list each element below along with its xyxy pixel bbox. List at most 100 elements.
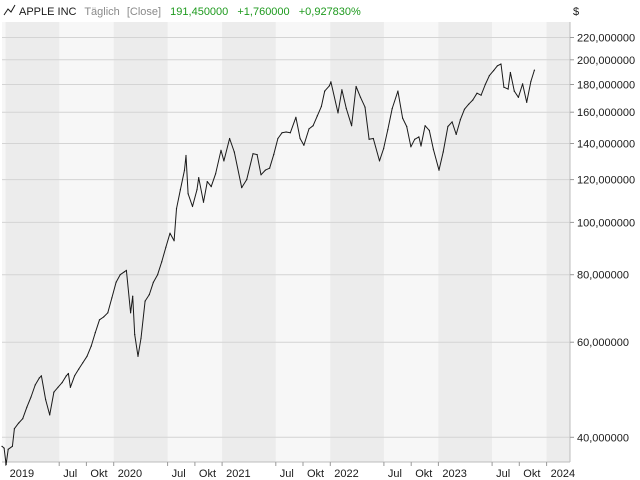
x-tick-label: Okt bbox=[415, 468, 432, 480]
change-absolute: +1,760000 bbox=[237, 6, 289, 18]
data-point bbox=[241, 187, 243, 189]
data-point bbox=[260, 174, 262, 176]
shade-band-2021 bbox=[222, 22, 276, 462]
x-tick-label: Jul bbox=[63, 468, 77, 480]
y-tick-label: 200,000000 bbox=[577, 55, 635, 67]
data-point bbox=[316, 115, 318, 117]
data-point bbox=[61, 382, 63, 384]
data-point bbox=[378, 160, 381, 162]
data-point bbox=[447, 125, 449, 128]
y-tick-label: 120,000000 bbox=[577, 175, 635, 187]
mode-label: [Close] bbox=[127, 6, 161, 18]
x-tick-label: Jul bbox=[172, 468, 186, 480]
data-point bbox=[144, 300, 146, 302]
data-point bbox=[410, 146, 412, 148]
data-point bbox=[402, 117, 404, 119]
data-point bbox=[359, 96, 362, 98]
x-tick-label: Jul bbox=[388, 468, 402, 480]
data-point bbox=[406, 125, 408, 128]
data-point bbox=[202, 201, 205, 203]
x-tick-label: Okt bbox=[523, 468, 540, 480]
data-point bbox=[414, 138, 416, 140]
data-point bbox=[320, 105, 322, 107]
data-point bbox=[264, 169, 266, 171]
data-point bbox=[223, 160, 225, 162]
data-point bbox=[285, 131, 287, 133]
y-tick-label: 40,000000 bbox=[577, 432, 629, 444]
data-point bbox=[468, 103, 470, 105]
data-point bbox=[53, 391, 55, 393]
data-point bbox=[94, 332, 96, 334]
y-tick-label: 80,000000 bbox=[577, 270, 629, 282]
data-point bbox=[220, 149, 222, 151]
y-tick-label: 60,000000 bbox=[577, 337, 629, 349]
data-point bbox=[38, 377, 40, 379]
data-point bbox=[513, 90, 515, 92]
data-point bbox=[438, 169, 440, 171]
data-point bbox=[246, 179, 248, 181]
data-point bbox=[397, 90, 399, 92]
data-point bbox=[277, 137, 279, 140]
data-point bbox=[86, 355, 88, 357]
x-axis-ticks: 2019 Jul Okt 2020 Jul Okt 2021 Jul Okt 2022 Jul Okt… bbox=[5, 462, 575, 480]
data-point bbox=[157, 274, 159, 276]
data-point bbox=[387, 129, 389, 131]
data-point bbox=[196, 189, 198, 191]
data-point bbox=[125, 269, 127, 271]
data-point bbox=[185, 154, 187, 157]
data-point bbox=[418, 136, 420, 138]
data-point bbox=[488, 75, 490, 77]
x-tick-label: 2020 bbox=[118, 468, 142, 480]
shade-band-2020 bbox=[113, 22, 168, 462]
data-point bbox=[420, 145, 422, 147]
data-point bbox=[281, 132, 283, 134]
data-point bbox=[165, 246, 167, 248]
data-point bbox=[22, 418, 24, 420]
data-point bbox=[229, 137, 231, 140]
data-point bbox=[169, 232, 171, 234]
data-point bbox=[533, 69, 536, 71]
x-tick-label: 2023 bbox=[442, 468, 466, 480]
y-tick-label: 220,000000 bbox=[577, 33, 635, 45]
data-point bbox=[49, 414, 51, 416]
shade-band-2024 bbox=[546, 22, 570, 462]
x-tick-label: Okt bbox=[307, 468, 324, 480]
data-point bbox=[472, 99, 474, 101]
data-point bbox=[173, 240, 175, 242]
line-chart-icon bbox=[3, 4, 16, 16]
data-point bbox=[273, 154, 275, 156]
data-point bbox=[480, 94, 482, 96]
data-point bbox=[459, 119, 461, 121]
y-tick-label: 160,000000 bbox=[577, 107, 635, 119]
data-point bbox=[119, 274, 121, 276]
data-point bbox=[484, 83, 486, 86]
x-tick-label: Okt bbox=[90, 468, 107, 480]
data-point bbox=[496, 65, 498, 67]
data-point bbox=[442, 151, 444, 153]
data-points bbox=[1, 63, 536, 466]
data-point bbox=[289, 132, 291, 134]
data-point bbox=[455, 133, 457, 135]
data-point bbox=[368, 138, 370, 140]
data-point bbox=[183, 169, 186, 171]
gridlines bbox=[2, 37, 570, 438]
shade-band-2022 bbox=[330, 22, 384, 462]
y-tick-label: 100,000000 bbox=[577, 217, 635, 229]
data-point bbox=[175, 208, 178, 210]
data-point bbox=[355, 85, 357, 88]
data-point bbox=[74, 375, 76, 377]
data-point bbox=[152, 281, 154, 283]
half-year-bands bbox=[5, 22, 570, 462]
x-tick-label: Jul bbox=[280, 468, 294, 480]
data-point bbox=[67, 372, 69, 375]
data-point bbox=[134, 333, 136, 336]
data-point bbox=[424, 125, 426, 127]
data-point bbox=[198, 177, 200, 179]
x-tick-label: 2022 bbox=[334, 468, 358, 480]
data-point bbox=[503, 86, 505, 88]
shade-band-2023 bbox=[438, 22, 492, 462]
chart-header: APPLE INC Täglich [Close] 191,450000 +1,… bbox=[3, 4, 579, 18]
data-point bbox=[493, 70, 495, 72]
